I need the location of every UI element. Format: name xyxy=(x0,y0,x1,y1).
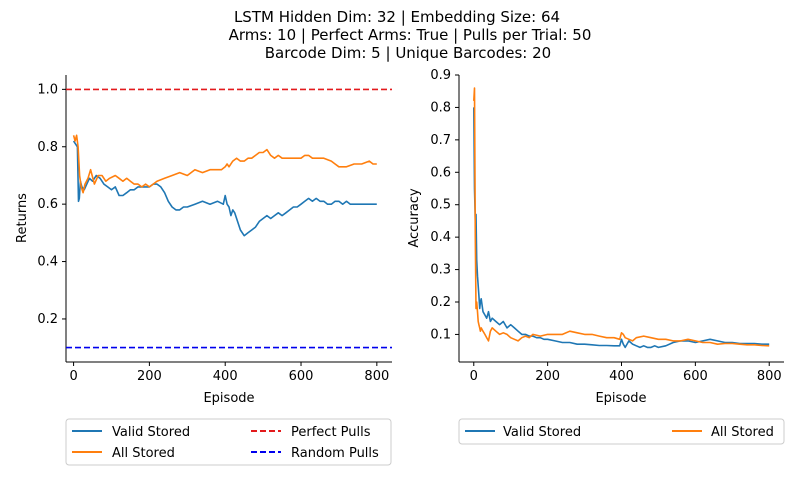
legend-label-all-stored: All Stored xyxy=(112,446,175,461)
legend-label-perfect-pulls: Perfect Pulls xyxy=(291,425,371,440)
returns-x-tick-label: 200 xyxy=(137,369,162,384)
accuracy-y-tick-label: 0.3 xyxy=(430,263,451,278)
accuracy-chart-ticks: 0 200 400 600 800 0.1 0.2 0.3 0.4 0.5 0.6 0.7 0.8 0.9 xyxy=(430,68,781,384)
returns-chart-series xyxy=(66,88,392,349)
returns-y-axis-label: Returns xyxy=(15,193,30,243)
figure-title: LSTM Hidden Dim: 32 | Embedding Size: 64… xyxy=(229,8,592,62)
legend-label-valid-stored-right: Valid Stored xyxy=(503,425,581,440)
accuracy-x-tick-label: 400 xyxy=(609,369,634,384)
legend-label-valid-stored: Valid Stored xyxy=(112,425,190,440)
returns-chart-ticks: 0 200 400 600 800 0.2 0.4 0.6 0.8 1.0 xyxy=(37,82,389,384)
returns-legend: Valid Stored All Stored Perfect Pulls Ra… xyxy=(65,418,392,466)
accuracy-y-tick-label: 0.5 xyxy=(430,198,451,213)
accuracy-chart: 0 200 400 600 800 0.1 0.2 0.3 0.4 0.5 0.6 0.7 0.8 0.9… xyxy=(407,68,784,406)
accuracy-y-tick-label: 0.8 xyxy=(430,100,451,115)
returns-y-tick-label: 0.6 xyxy=(37,197,58,212)
returns-x-tick-label: 400 xyxy=(213,369,238,384)
accuracy-series-all-stored xyxy=(473,87,770,347)
accuracy-x-tick-label: 800 xyxy=(757,369,782,384)
returns-series-valid-stored xyxy=(72,140,377,237)
accuracy-y-tick-label: 0.2 xyxy=(430,295,451,310)
returns-chart: 0 200 400 600 800 0.2 0.4 0.6 0.8 1.0 Episode Ret… xyxy=(15,75,392,406)
title-line-3: Barcode Dim: 5 | Unique Barcodes: 20 xyxy=(265,44,551,62)
returns-series-all-stored xyxy=(72,134,377,194)
accuracy-y-tick-label: 0.7 xyxy=(430,133,451,148)
accuracy-y-tick-label: 0.6 xyxy=(430,165,451,180)
accuracy-x-tick-label: 0 xyxy=(470,369,478,384)
returns-x-tick-label: 0 xyxy=(69,369,77,384)
accuracy-legend: Valid Stored All Stored xyxy=(458,418,785,445)
accuracy-x-tick-label: 200 xyxy=(535,369,560,384)
returns-y-tick-label: 0.2 xyxy=(37,312,58,327)
accuracy-legend-frame xyxy=(458,418,785,445)
accuracy-series-valid-stored xyxy=(473,107,770,349)
returns-x-axis-label: Episode xyxy=(203,391,254,406)
returns-x-tick-label: 600 xyxy=(289,369,314,384)
title-line-1: LSTM Hidden Dim: 32 | Embedding Size: 64 xyxy=(234,8,560,26)
legend-label-random-pulls: Random Pulls xyxy=(291,446,379,461)
accuracy-y-axis-label: Accuracy xyxy=(407,188,422,248)
returns-y-tick-label: 1.0 xyxy=(37,82,58,97)
returns-y-tick-label: 0.4 xyxy=(37,255,58,270)
legend-label-all-stored-right: All Stored xyxy=(711,425,774,440)
accuracy-y-tick-label: 0.1 xyxy=(430,327,451,342)
accuracy-x-tick-label: 600 xyxy=(683,369,708,384)
title-line-2: Arms: 10 | Perfect Arms: True | Pulls pe… xyxy=(229,26,592,44)
returns-legend-frame xyxy=(65,418,392,466)
accuracy-y-tick-label: 0.4 xyxy=(430,230,451,245)
accuracy-chart-series xyxy=(473,87,770,349)
accuracy-x-axis-label: Episode xyxy=(595,391,646,406)
returns-y-tick-label: 0.8 xyxy=(37,140,58,155)
returns-x-tick-label: 800 xyxy=(364,369,389,384)
accuracy-y-tick-label: 0.9 xyxy=(430,68,451,83)
